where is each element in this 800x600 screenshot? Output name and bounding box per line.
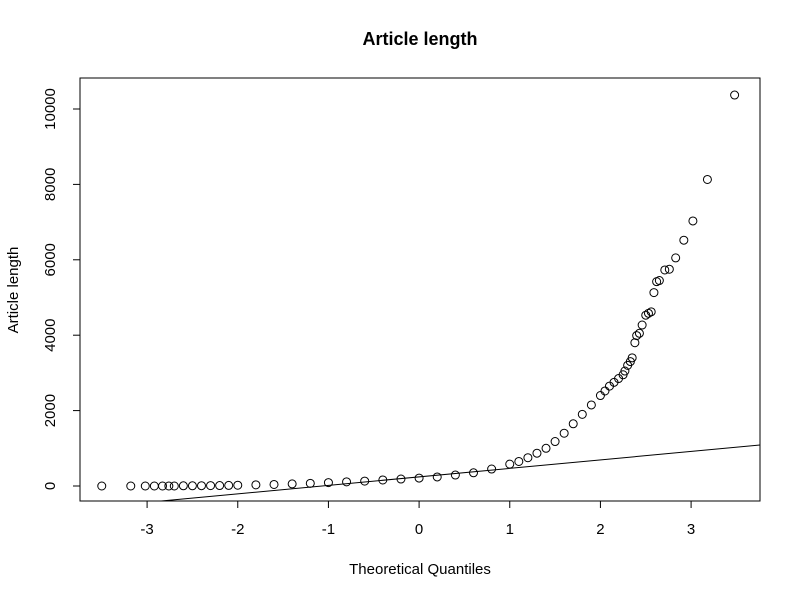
point xyxy=(468,468,478,478)
point xyxy=(164,481,174,491)
point xyxy=(287,479,297,489)
point xyxy=(414,473,424,483)
point xyxy=(646,307,656,317)
point xyxy=(514,456,524,466)
point xyxy=(649,288,659,298)
x-tick-label: 2 xyxy=(596,521,604,538)
y-tick-label: 8000 xyxy=(42,168,59,201)
point xyxy=(505,459,515,469)
y-tick-label: 10000 xyxy=(42,88,59,130)
y-tick-label: 6000 xyxy=(42,243,59,276)
point xyxy=(660,265,670,275)
y-tick-label: 2000 xyxy=(42,394,59,427)
chart-title: Article length xyxy=(362,29,477,49)
x-tick-label: -1 xyxy=(322,521,335,538)
y-tick-label: 4000 xyxy=(42,319,59,352)
point xyxy=(149,481,159,491)
point xyxy=(586,400,596,410)
point xyxy=(305,478,315,488)
point xyxy=(97,481,107,491)
point xyxy=(269,479,279,489)
point xyxy=(251,480,261,490)
point xyxy=(620,366,630,376)
point xyxy=(637,320,647,330)
point xyxy=(643,308,653,318)
point xyxy=(487,464,497,474)
point xyxy=(187,481,197,491)
plot-area xyxy=(97,90,760,501)
point xyxy=(627,353,637,363)
point xyxy=(158,481,168,491)
point xyxy=(702,174,712,184)
point xyxy=(550,437,560,447)
point xyxy=(664,264,674,274)
x-tick-label: -3 xyxy=(140,521,153,538)
point xyxy=(523,453,533,463)
point xyxy=(169,481,179,491)
point xyxy=(233,480,243,490)
point xyxy=(178,481,188,491)
point xyxy=(600,386,610,396)
point xyxy=(323,478,333,488)
x-tick-label: 0 xyxy=(415,521,423,538)
point xyxy=(630,338,640,348)
point xyxy=(577,409,587,419)
point xyxy=(215,481,225,491)
point xyxy=(224,480,234,490)
point xyxy=(730,90,740,100)
point xyxy=(541,443,551,453)
point xyxy=(532,448,542,458)
point xyxy=(679,235,689,245)
point xyxy=(559,428,569,438)
point xyxy=(206,481,216,491)
point xyxy=(126,481,136,491)
point xyxy=(342,477,352,487)
plot-frame xyxy=(79,77,761,502)
point xyxy=(634,328,644,338)
x-tick-label: 1 xyxy=(506,521,514,538)
point xyxy=(632,331,642,341)
x-tick-label: -2 xyxy=(231,521,244,538)
y-axis-label: Article length xyxy=(5,247,22,334)
point xyxy=(671,253,681,263)
point xyxy=(360,476,370,486)
point xyxy=(450,470,460,480)
point xyxy=(654,276,664,286)
y-tick-label: 0 xyxy=(42,482,59,490)
point xyxy=(432,472,442,482)
x-tick-label: 3 xyxy=(687,521,695,538)
point xyxy=(568,419,578,429)
x-axis-label: Theoretical Quantiles xyxy=(349,561,491,578)
reference-line xyxy=(155,444,760,501)
point xyxy=(140,481,150,491)
point xyxy=(688,216,698,226)
point xyxy=(595,391,605,401)
point xyxy=(196,481,206,491)
